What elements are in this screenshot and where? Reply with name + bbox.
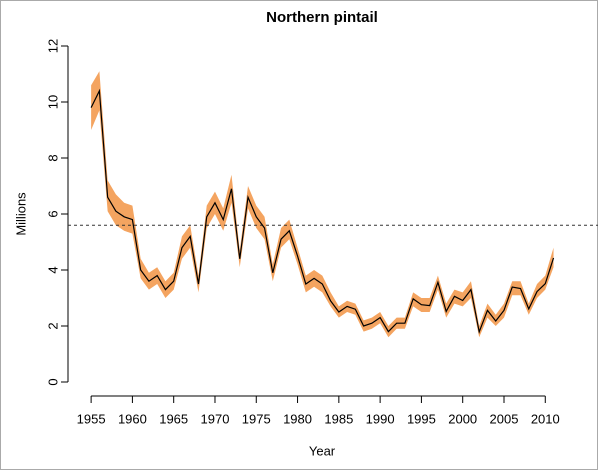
x-axis-label: Year (309, 443, 336, 458)
y-tick-label: 10 (45, 95, 60, 109)
line (90, 88, 555, 335)
y-tick-label: 12 (45, 39, 60, 53)
x-tick-label: 1965 (159, 411, 188, 426)
x-tick-label: 1995 (407, 411, 436, 426)
y-tick-label: 0 (45, 378, 60, 385)
x-tick-label: 1960 (118, 411, 147, 426)
x-tick-label: 2005 (490, 411, 519, 426)
y-tick-label: 4 (45, 266, 60, 273)
x-tick-label: 1980 (283, 411, 312, 426)
x-tick-label: 2000 (448, 411, 477, 426)
y-axis-label: Millions (13, 192, 28, 236)
x-tick-label: 1955 (77, 411, 106, 426)
x-tick-label: 1975 (242, 411, 271, 426)
y-tick-label: 2 (45, 322, 60, 329)
x-tick-label: 2010 (531, 411, 560, 426)
y-tick-label: 8 (45, 154, 60, 161)
x-tick-label: 1970 (201, 411, 230, 426)
x-tick-label: 1990 (366, 411, 395, 426)
x-tick-label: 1985 (324, 411, 353, 426)
confidence-band (91, 71, 554, 338)
chart-title: Northern pintail (266, 9, 378, 26)
y-tick-label: 6 (45, 210, 60, 217)
